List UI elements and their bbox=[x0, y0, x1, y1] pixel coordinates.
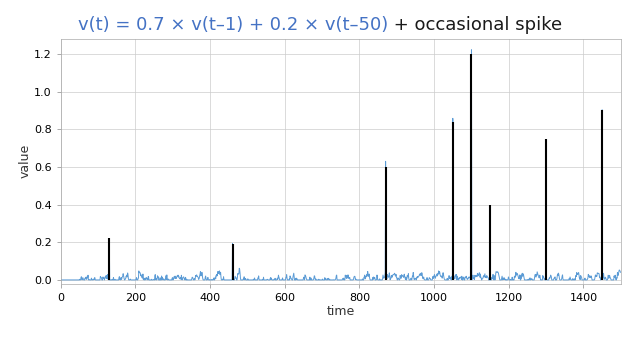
Y-axis label: value: value bbox=[19, 144, 31, 179]
Text: + occasional spike: + occasional spike bbox=[388, 16, 562, 34]
Circle shape bbox=[232, 343, 348, 348]
X-axis label: time: time bbox=[326, 306, 355, 319]
Text: deeplearning.ai: deeplearning.ai bbox=[320, 339, 412, 352]
Text: v(t) = 0.7 × v(t–1) + 0.2 × v(t–50): v(t) = 0.7 × v(t–1) + 0.2 × v(t–50) bbox=[78, 16, 388, 34]
